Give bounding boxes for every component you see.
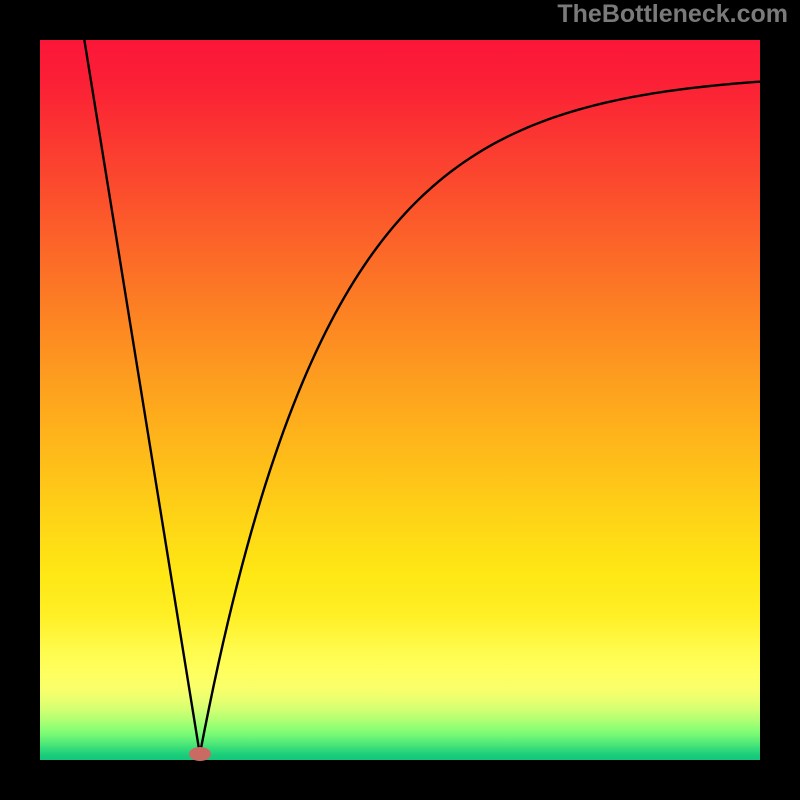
chart-container: TheBottleneck.com [0,0,800,800]
watermark-text: TheBottleneck.com [557,0,788,29]
bottleneck-curve [0,0,800,800]
optimal-point-marker [189,747,211,761]
curve-path [83,33,760,754]
